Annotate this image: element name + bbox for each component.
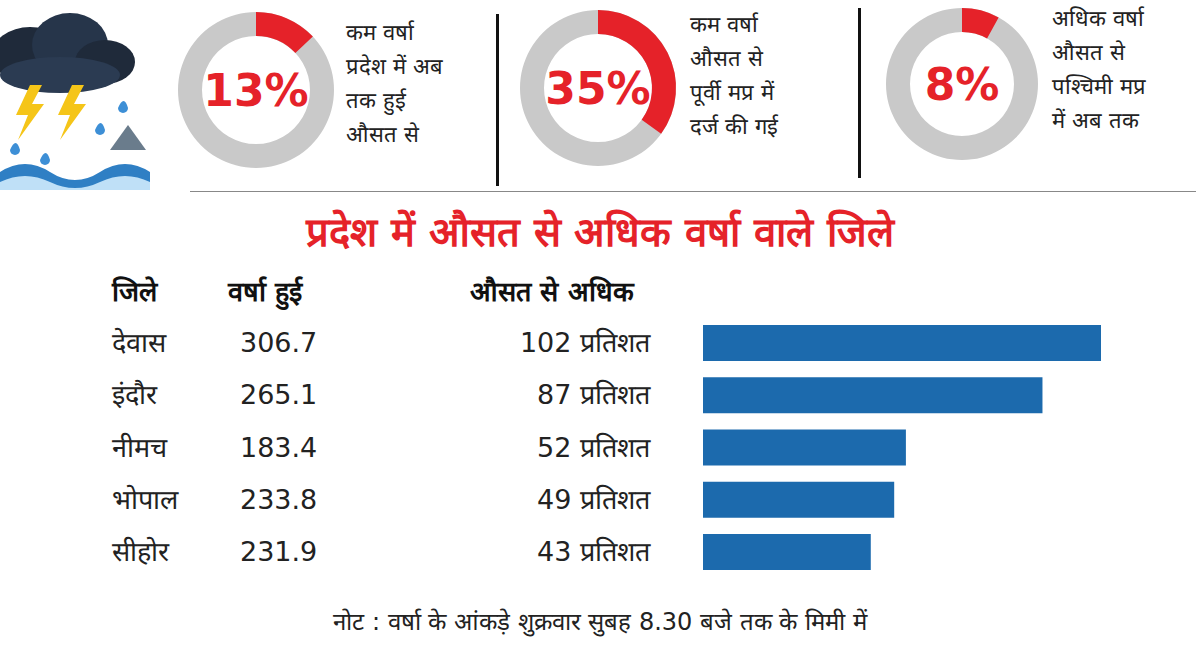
- svg-text:8%: 8%: [925, 59, 1000, 110]
- html-text:183.4: 183.4: [240, 431, 318, 463]
- html-text:सीहोर: सीहोर: [112, 535, 169, 567]
- html-text:102 प्रतिशत: 102 प्रतिशत: [519, 327, 650, 359]
- html-text:पश्चिमी मप्र: पश्चिमी मप्र: [1052, 74, 1146, 99]
- html-text:औसत से: औसत से: [346, 122, 419, 147]
- html-text:प्रदेश में औसत से अधिक वर्षा व: प्रदेश में औसत से अधिक वर्षा वाले जिले: [305, 209, 895, 255]
- html-text:प्रदेश में अब: प्रदेश में अब: [346, 54, 443, 79]
- html-text:कम वर्षा: कम वर्षा: [346, 20, 414, 45]
- html-text:नीमच: नीमच: [112, 431, 167, 463]
- html-text:52 प्रतिशत: 52 प्रतिशत: [537, 431, 650, 463]
- html-text:233.8: 233.8: [240, 483, 318, 515]
- html-text:में अब तक: में अब तक: [1052, 108, 1139, 133]
- html-text:कम वर्षा: कम वर्षा: [690, 12, 758, 37]
- html-text:49 प्रतिशत: 49 प्रतिशत: [537, 483, 650, 515]
- svg-text:35%: 35%: [545, 63, 650, 114]
- html-text:नोट : वर्षा के आंकड़े शुक्रवार: नोट : वर्षा के आंकड़े शुक्रवार सुबह 8.30…: [333, 608, 867, 636]
- html-text:भोपाल: भोपाल: [112, 483, 178, 515]
- html-text:औसत से: औसत से: [1052, 40, 1125, 65]
- html-text:वर्षा हुई: वर्षा हुई: [228, 276, 303, 307]
- html-text:इंदौर: इंदौर: [112, 379, 157, 411]
- svg-text:13%: 13%: [203, 65, 308, 116]
- html-text:265.1: 265.1: [240, 379, 318, 411]
- html-text:पूर्वी मप्र में: पूर्वी मप्र में: [690, 80, 774, 105]
- html-text:तक हुई: तक हुई: [346, 88, 406, 113]
- html-text:औसत से अधिक: औसत से अधिक: [470, 276, 634, 307]
- html-text:औसत से: औसत से: [690, 46, 763, 71]
- html-text:अधिक वर्षा: अधिक वर्षा: [1052, 6, 1144, 31]
- html-text:दर्ज की गई: दर्ज की गई: [690, 114, 778, 139]
- html-text:जिले: जिले: [112, 276, 157, 307]
- html-text:देवास: देवास: [112, 327, 166, 359]
- html-text:306.7: 306.7: [240, 327, 318, 359]
- html-text:43 प्रतिशत: 43 प्रतिशत: [537, 535, 650, 567]
- html-text:231.9: 231.9: [240, 535, 318, 567]
- html-text:87 प्रतिशत: 87 प्रतिशत: [537, 379, 650, 411]
